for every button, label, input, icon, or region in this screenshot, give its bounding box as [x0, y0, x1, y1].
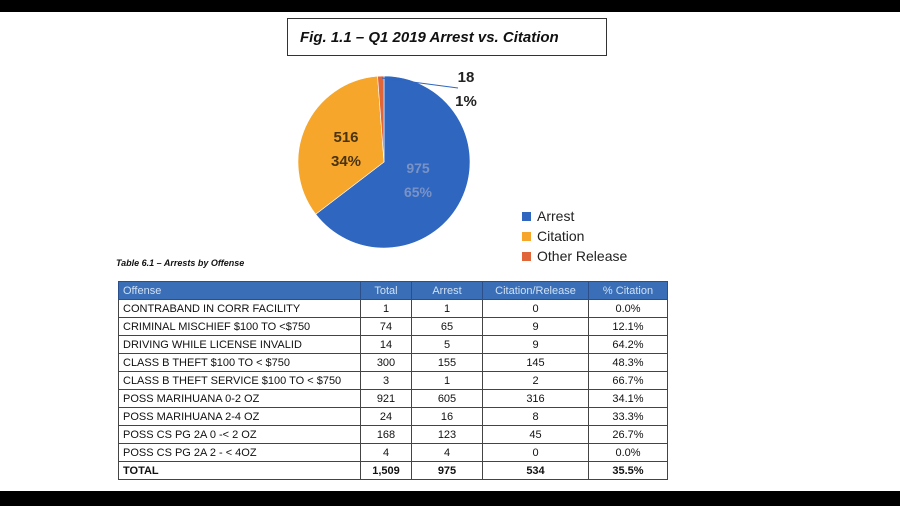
table-cell: 168: [360, 425, 412, 444]
data-label-other-release-value: 18: [458, 69, 475, 86]
pie-slice-citation: [297, 75, 385, 215]
data-label-citation-percent: 34%: [331, 153, 361, 170]
table-cell: 8: [482, 407, 589, 426]
table-cell: 0: [482, 443, 589, 462]
table-cell: 975: [411, 461, 483, 480]
table-cell: DRIVING WHILE LICENSE INVALID: [118, 335, 361, 354]
legend-label: Other Release: [537, 248, 628, 264]
table-cell: 45: [482, 425, 589, 444]
figure-title: Fig. 1.1 – Q1 2019 Arrest vs. Citation: [287, 18, 607, 56]
header-offense: Offense: [118, 281, 361, 300]
table-cell: 4: [360, 443, 412, 462]
table-row: CLASS B THEFT $100 TO < $750 300 155 145 48.…: [118, 353, 668, 372]
table-cell: 534: [482, 461, 589, 480]
chart-legend: Arrest Citation Other Release: [522, 206, 627, 266]
table-cell: POSS MARIHUANA 0-2 OZ: [118, 389, 361, 408]
table-cell: 26.7%: [588, 425, 668, 444]
table-header-row: Offense Total Arrest Citation/Release % …: [118, 281, 668, 300]
table-cell: 123: [411, 425, 483, 444]
data-label-arrest-value: 975: [406, 160, 430, 176]
data-label-other-release-percent: 1%: [455, 93, 477, 110]
table-row: CONTRABAND IN CORR FACILITY 1 1 0 0.0%: [118, 299, 668, 318]
pie-slice-arrest: [315, 75, 471, 249]
header-total: Total: [360, 281, 412, 300]
pie-slice-other-release: [377, 75, 385, 163]
table-row: POSS MARIHUANA 2-4 OZ 24 16 8 33.3%: [118, 407, 668, 426]
table-cell: 65: [411, 317, 483, 336]
table-total-row: TOTAL 1,509 975 534 35.5%: [118, 461, 668, 480]
table-cell: 316: [482, 389, 589, 408]
table-cell: 1: [411, 371, 483, 390]
table-cell: CLASS B THEFT SERVICE $100 TO < $750: [118, 371, 361, 390]
table-cell: 5: [411, 335, 483, 354]
table-cell: 9: [482, 335, 589, 354]
table-cell: 48.3%: [588, 353, 668, 372]
legend-swatch: [522, 251, 531, 261]
legend-swatch: [522, 231, 531, 241]
table-cell: 16: [411, 407, 483, 426]
header-citation-release: Citation/Release: [482, 281, 589, 300]
table-row: POSS MARIHUANA 0-2 OZ 921 605 316 34.1%: [118, 389, 668, 408]
legend-swatch: [522, 211, 531, 221]
pie-chart: 975 65% 516 34% 18 1%: [297, 69, 477, 249]
table-caption: Table 6.1 – Arrests by Offense: [116, 258, 245, 268]
table-cell: 605: [411, 389, 483, 408]
table-cell: 66.7%: [588, 371, 668, 390]
leader-line: [381, 77, 459, 89]
table-cell: 33.3%: [588, 407, 668, 426]
table-cell: TOTAL: [118, 461, 361, 480]
table-cell: 34.1%: [588, 389, 668, 408]
table-cell: 1,509: [360, 461, 412, 480]
table-row: POSS CS PG 2A 0 -< 2 OZ 168 123 45 26.7%: [118, 425, 668, 444]
legend-item-other-release: Other Release: [522, 246, 627, 266]
table-cell: CRIMINAL MISCHIEF $100 TO <$750: [118, 317, 361, 336]
table-cell: CONTRABAND IN CORR FACILITY: [118, 299, 361, 318]
table-cell: 64.2%: [588, 335, 668, 354]
table-cell: 155: [411, 353, 483, 372]
legend-label: Arrest: [537, 208, 575, 224]
table-cell: 0.0%: [588, 443, 668, 462]
table-cell: 3: [360, 371, 412, 390]
legend-item-arrest: Arrest: [522, 206, 627, 226]
header-arrest: Arrest: [411, 281, 483, 300]
table-cell: POSS MARIHUANA 2-4 OZ: [118, 407, 361, 426]
table-row: POSS CS PG 2A 2 - < 4OZ 4 4 0 0.0%: [118, 443, 668, 462]
bottom-letterbox-bar: [0, 491, 900, 506]
table-cell: 300: [360, 353, 412, 372]
header-pct-citation: % Citation: [588, 281, 668, 300]
offense-table: Offense Total Arrest Citation/Release % …: [118, 281, 668, 480]
table-cell: 4: [411, 443, 483, 462]
table-cell: 24: [360, 407, 412, 426]
data-label-arrest-percent: 65%: [404, 184, 433, 200]
table-cell: 1: [411, 299, 483, 318]
table-cell: 9: [482, 317, 589, 336]
table-cell: 74: [360, 317, 412, 336]
table-cell: 0: [482, 299, 589, 318]
table-cell: 12.1%: [588, 317, 668, 336]
table-cell: 145: [482, 353, 589, 372]
table-cell: 0.0%: [588, 299, 668, 318]
table-cell: 14: [360, 335, 412, 354]
table-cell: 921: [360, 389, 412, 408]
table-row: CRIMINAL MISCHIEF $100 TO <$750 74 65 9 12.1…: [118, 317, 668, 336]
table-row: DRIVING WHILE LICENSE INVALID 14 5 9 64.2%: [118, 335, 668, 354]
table-cell: 1: [360, 299, 412, 318]
legend-label: Citation: [537, 228, 585, 244]
table-cell: POSS CS PG 2A 2 - < 4OZ: [118, 443, 361, 462]
top-letterbox-bar: [0, 0, 900, 12]
legend-item-citation: Citation: [522, 226, 627, 246]
table-row: CLASS B THEFT SERVICE $100 TO < $750 3 1 2 6…: [118, 371, 668, 390]
table-cell: POSS CS PG 2A 0 -< 2 OZ: [118, 425, 361, 444]
data-label-citation-value: 516: [333, 129, 358, 146]
table-cell: CLASS B THEFT $100 TO < $750: [118, 353, 361, 372]
table-cell: 35.5%: [588, 461, 668, 480]
table-cell: 2: [482, 371, 589, 390]
